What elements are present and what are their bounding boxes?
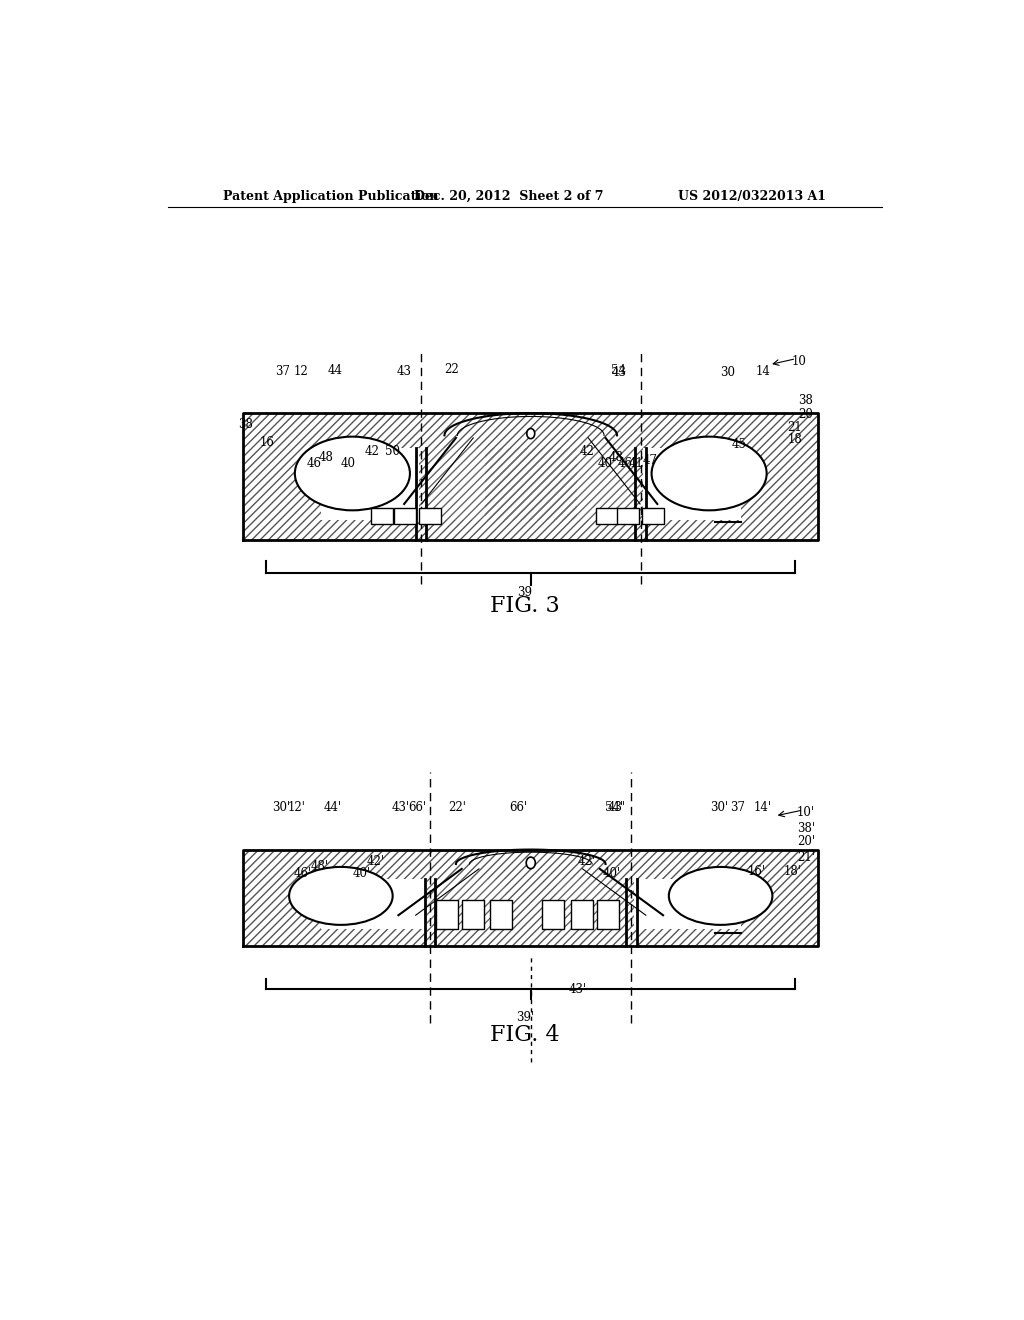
Text: 22: 22 xyxy=(444,363,459,376)
Bar xyxy=(436,900,458,929)
Text: 12: 12 xyxy=(294,366,308,379)
Text: 38': 38' xyxy=(797,822,815,834)
Text: Patent Application Publication: Patent Application Publication xyxy=(223,190,438,202)
Text: 16: 16 xyxy=(259,437,274,450)
Text: 14': 14' xyxy=(754,801,772,814)
Text: 38: 38 xyxy=(799,393,813,407)
Text: FIG. 4: FIG. 4 xyxy=(490,1023,559,1045)
Text: 50: 50 xyxy=(385,445,399,458)
Text: 48': 48' xyxy=(311,861,329,874)
Ellipse shape xyxy=(289,867,392,925)
Bar xyxy=(484,447,577,520)
Text: 39': 39' xyxy=(516,1011,534,1024)
Bar xyxy=(243,447,321,520)
Text: 30': 30' xyxy=(272,801,290,814)
Bar xyxy=(243,929,818,946)
Text: 40': 40' xyxy=(602,867,621,880)
Text: 21': 21' xyxy=(797,851,815,865)
Text: 43: 43 xyxy=(396,366,412,379)
Text: 48: 48 xyxy=(318,450,333,463)
Text: 10: 10 xyxy=(792,355,806,368)
Bar xyxy=(243,520,818,540)
Text: 30': 30' xyxy=(711,801,728,814)
Text: 39: 39 xyxy=(517,586,532,599)
Text: 46: 46 xyxy=(617,457,632,470)
Bar xyxy=(243,879,321,929)
Text: 20: 20 xyxy=(799,408,813,421)
Bar xyxy=(419,447,643,520)
Text: 66': 66' xyxy=(509,801,527,814)
Text: 18: 18 xyxy=(787,433,802,446)
Text: 41: 41 xyxy=(629,457,643,470)
Text: Dec. 20, 2012  Sheet 2 of 7: Dec. 20, 2012 Sheet 2 of 7 xyxy=(414,190,604,202)
Text: 44: 44 xyxy=(328,364,343,378)
Text: 47: 47 xyxy=(643,454,657,467)
Bar xyxy=(462,900,483,929)
Bar xyxy=(740,879,818,929)
Text: 46': 46' xyxy=(294,867,311,880)
Text: US 2012/0322013 A1: US 2012/0322013 A1 xyxy=(678,190,826,202)
Text: 42: 42 xyxy=(580,445,594,458)
Text: 40': 40' xyxy=(353,867,371,880)
Bar xyxy=(557,879,634,929)
Text: 66': 66' xyxy=(409,801,427,814)
Bar xyxy=(394,508,416,524)
Text: 42: 42 xyxy=(365,445,379,458)
Text: 18': 18' xyxy=(784,866,802,878)
Ellipse shape xyxy=(651,437,767,511)
Text: 38: 38 xyxy=(238,418,253,432)
Text: 43': 43' xyxy=(569,983,587,997)
Text: FIG. 3: FIG. 3 xyxy=(489,594,560,616)
Text: 43': 43' xyxy=(391,801,410,814)
Text: 44': 44' xyxy=(324,801,342,814)
Ellipse shape xyxy=(669,867,772,925)
Bar xyxy=(543,900,564,929)
Bar xyxy=(243,412,818,447)
Text: 16': 16' xyxy=(748,866,766,878)
Bar xyxy=(740,447,818,520)
Text: 21: 21 xyxy=(787,421,802,434)
Text: 46: 46 xyxy=(306,457,322,470)
Bar xyxy=(372,508,393,524)
Text: 22': 22' xyxy=(449,801,466,814)
Text: 10': 10' xyxy=(797,807,815,820)
Text: 54': 54' xyxy=(604,801,623,814)
Text: 14: 14 xyxy=(756,366,770,379)
Text: 48: 48 xyxy=(608,450,624,463)
Text: 43': 43' xyxy=(608,801,626,814)
Text: 12': 12' xyxy=(288,801,306,814)
Circle shape xyxy=(526,429,535,438)
Text: 42': 42' xyxy=(578,855,596,869)
Text: 40: 40 xyxy=(341,457,356,470)
Bar xyxy=(427,879,505,929)
Bar xyxy=(596,508,617,524)
Bar xyxy=(490,900,512,929)
Text: 45: 45 xyxy=(731,437,746,450)
Bar xyxy=(617,508,639,524)
Bar xyxy=(419,508,441,524)
Text: 42': 42' xyxy=(367,855,385,869)
Text: 37: 37 xyxy=(730,801,745,814)
Bar xyxy=(243,850,818,879)
Text: 43: 43 xyxy=(611,367,627,379)
Text: 30: 30 xyxy=(720,367,734,379)
Bar xyxy=(505,879,557,929)
Bar xyxy=(642,508,664,524)
Text: 40: 40 xyxy=(597,457,612,470)
Text: 20': 20' xyxy=(797,836,815,847)
Text: 54: 54 xyxy=(611,364,626,378)
Bar xyxy=(571,900,593,929)
Bar xyxy=(597,900,618,929)
Text: 37: 37 xyxy=(275,366,290,379)
Circle shape xyxy=(526,857,536,869)
Ellipse shape xyxy=(295,437,410,511)
